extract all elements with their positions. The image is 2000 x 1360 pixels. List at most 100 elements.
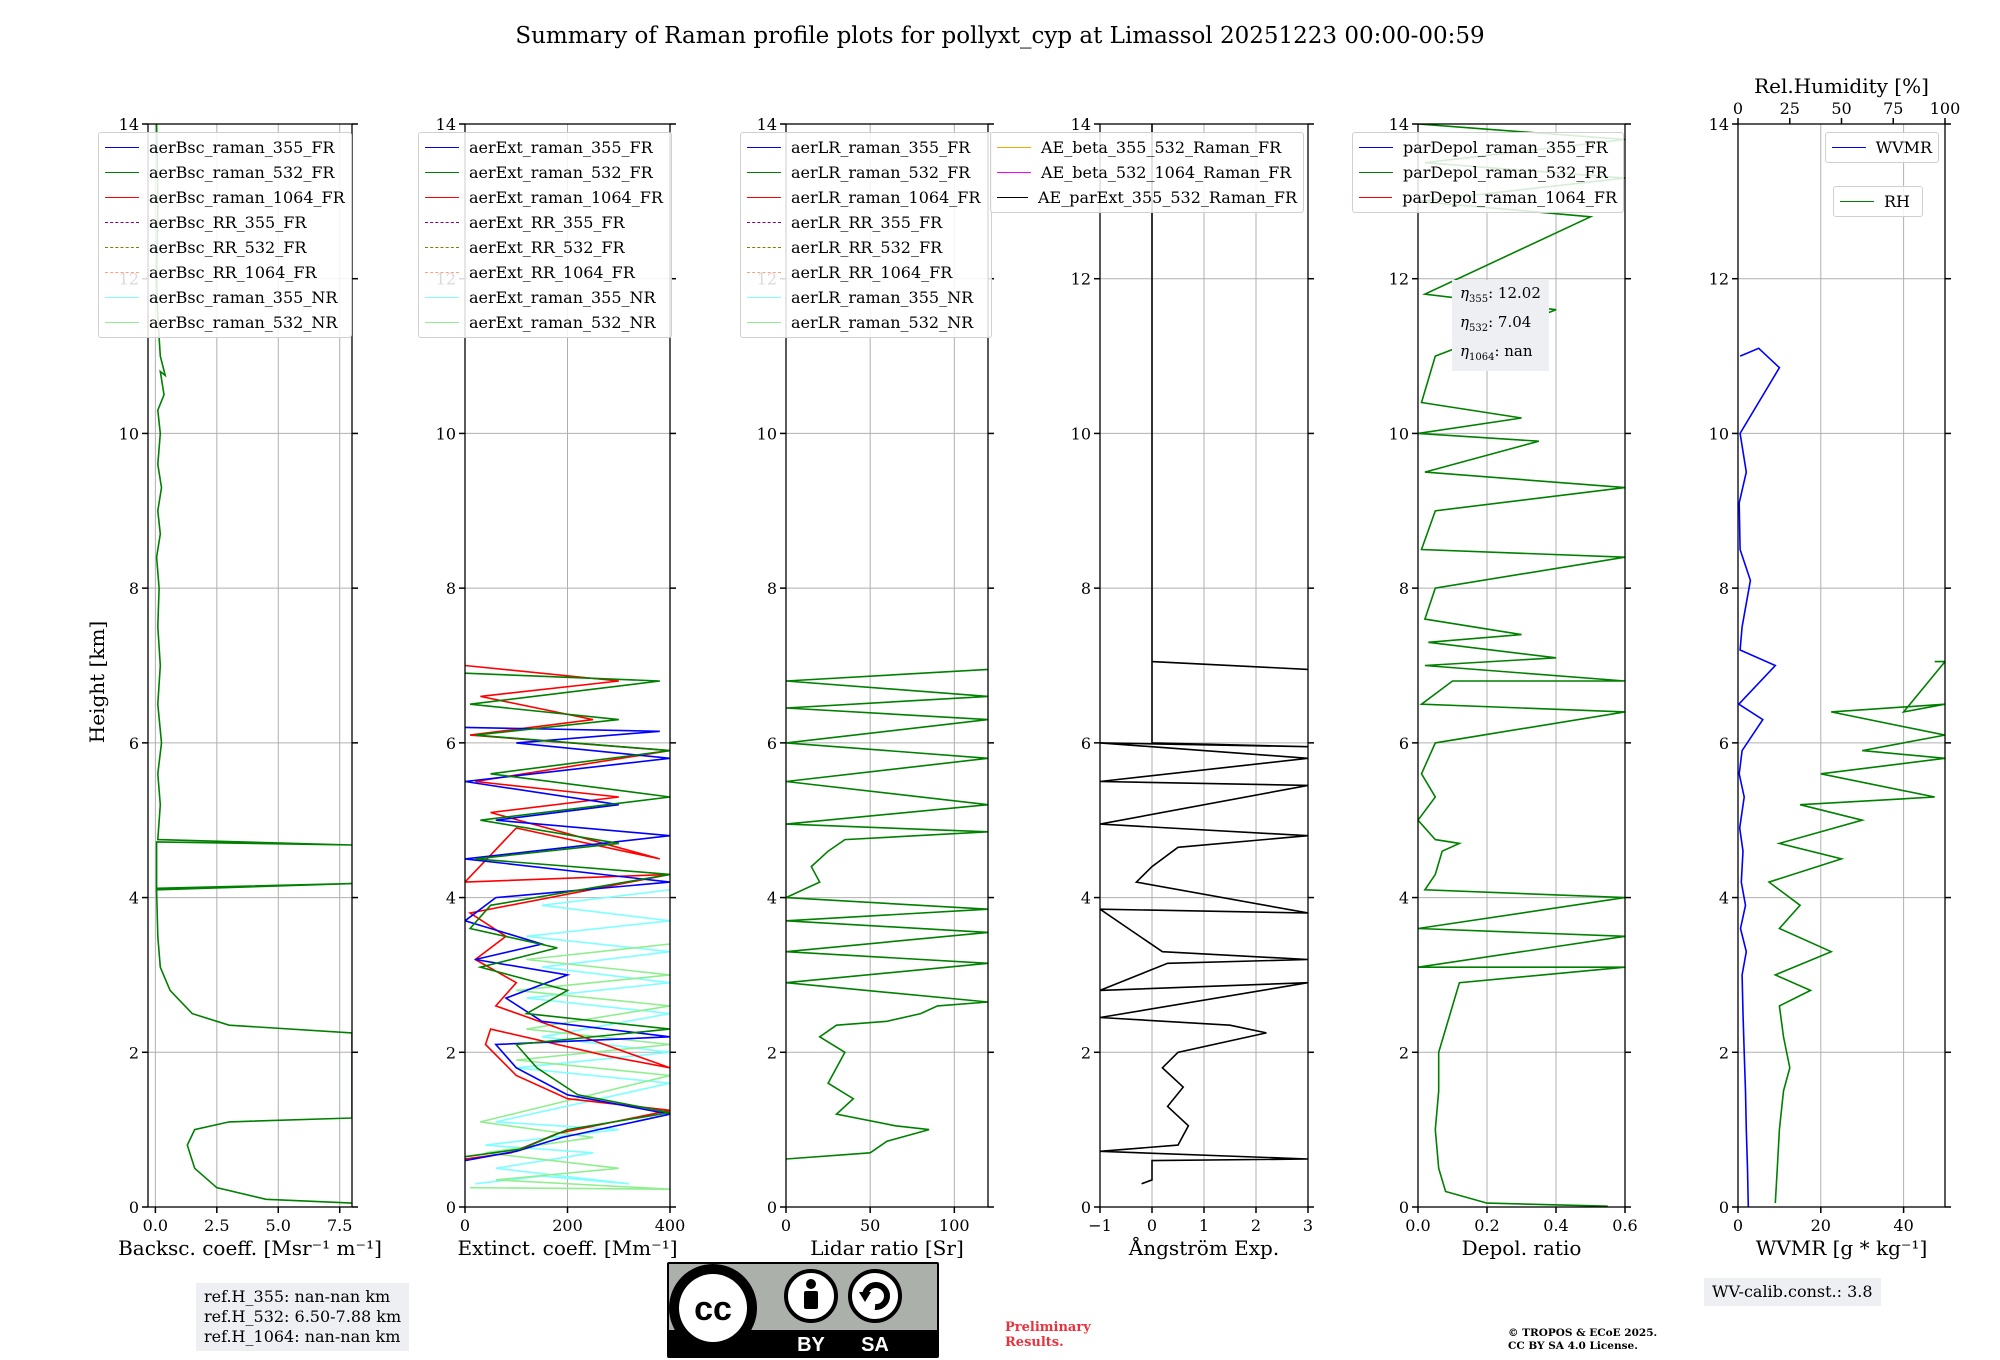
- ref-h-1064: ref.H_1064: nan-nan km: [204, 1327, 401, 1346]
- copyright-note: © TROPOS & ECoE 2025. CC BY SA 4.0 Licen…: [1508, 1327, 1657, 1353]
- axes-frame: [1737, 123, 1946, 1208]
- legend-swatch: [425, 322, 459, 323]
- x-tick-label: 2: [1251, 1216, 1261, 1235]
- y-axis-label: Height [km]: [85, 621, 109, 743]
- y-tick-label: 2: [1081, 1043, 1091, 1062]
- y-tick-label: 14: [1389, 115, 1409, 134]
- x-tick-label: 0: [781, 1216, 791, 1235]
- legend-entry: aerBsc_raman_532_NR: [105, 310, 345, 335]
- top-x-tick-label: 100: [1930, 99, 1961, 118]
- legend-entry: aerExt_raman_355_FR: [425, 135, 665, 160]
- legend-entry: aerLR_RR_532_FR: [747, 235, 985, 260]
- y-tick-label: 6: [129, 734, 139, 753]
- cc-by-sa-badge: cc BY SA: [667, 1262, 939, 1358]
- legend-swatch: [1832, 147, 1866, 148]
- legend-label: aerExt_raman_532_NR: [469, 313, 656, 332]
- legend-swatch: [747, 147, 781, 148]
- x-tick-label: 7.5: [327, 1216, 352, 1235]
- legend-swatch: [105, 322, 139, 323]
- y-tick-label: 4: [1399, 889, 1409, 908]
- legend-swatch: [997, 147, 1031, 148]
- y-tick-label: 8: [767, 579, 777, 598]
- legend-swatch: [997, 197, 1028, 198]
- legend-entry: aerLR_RR_355_FR: [747, 210, 985, 235]
- legend-label: aerExt_raman_355_NR: [469, 288, 656, 307]
- y-tick-label: 4: [1081, 889, 1091, 908]
- legend-entry: aerExt_raman_1064_FR: [425, 185, 665, 210]
- panel-lr: 02468101214050100Lidar ratio [Sr]: [757, 115, 994, 1260]
- y-tick-label: 2: [767, 1043, 777, 1062]
- legend-entry: AE_beta_355_532_Raman_FR: [997, 135, 1297, 160]
- legend-entry: aerLR_raman_532_NR: [747, 310, 985, 335]
- legend-swatch: [425, 147, 459, 148]
- legend-label: aerBsc_raman_1064_FR: [149, 188, 345, 207]
- sa-share-alike-icon: [848, 1269, 902, 1323]
- legend-label: AE_parExt_355_532_Raman_FR: [1038, 188, 1297, 207]
- y-tick-label: 4: [129, 889, 139, 908]
- ref-h-532: ref.H_532: 6.50-7.88 km: [204, 1307, 402, 1326]
- y-tick-label: 12: [1389, 270, 1409, 289]
- legend-entry: parDepol_raman_532_FR: [1359, 160, 1617, 185]
- axes-frame: [147, 123, 353, 1208]
- x-tick-label: 50: [860, 1216, 880, 1235]
- x-tick-label: 40: [1893, 1216, 1913, 1235]
- axes-frame: [1417, 123, 1626, 1208]
- legend-label: aerBsc_RR_532_FR: [149, 238, 307, 257]
- legend-entry: AE_parExt_355_532_Raman_FR: [997, 185, 1297, 210]
- legend-swatch: [747, 272, 781, 273]
- legend-swatch: [425, 272, 459, 273]
- y-tick-label: 0: [129, 1198, 139, 1217]
- legend-label: aerBsc_RR_1064_FR: [149, 263, 317, 282]
- y-tick-label: 4: [767, 889, 777, 908]
- series-aerExt_raman_532_FR: [465, 672, 670, 1158]
- legend-entry: RH: [1840, 189, 1916, 214]
- legend-swatch: [105, 272, 139, 273]
- legend-entry: aerLR_RR_1064_FR: [747, 260, 985, 285]
- legend-extinction: aerExt_raman_355_FR aerExt_raman_532_FR ae…: [418, 132, 672, 338]
- y-tick-label: 10: [1389, 424, 1409, 443]
- legend-lidar-ratio: aerLR_raman_355_FR aerLR_raman_532_FR aerL…: [740, 132, 992, 338]
- legend-label: aerExt_RR_355_FR: [469, 213, 625, 232]
- legend-entry: aerBsc_raman_532_FR: [105, 160, 345, 185]
- legend-label: aerExt_RR_532_FR: [469, 238, 625, 257]
- legend-label: parDepol_raman_1064_FR: [1402, 188, 1617, 207]
- legend-entry: aerExt_raman_532_FR: [425, 160, 665, 185]
- y-tick-label: 8: [1719, 579, 1729, 598]
- eta-532: η532: 7.04: [1460, 313, 1532, 334]
- by-label: BY: [797, 1334, 825, 1356]
- legend-swatch: [747, 172, 781, 173]
- prelim-line-2: Results.: [1005, 1335, 1064, 1350]
- y-tick-label: 10: [119, 424, 139, 443]
- legend-label: aerLR_RR_355_FR: [791, 213, 943, 232]
- series-AE_parExt_355_532_Raman_FR: [1100, 124, 1308, 1185]
- top-x-tick-label: 50: [1831, 99, 1851, 118]
- legend-label: AE_beta_532_1064_Raman_FR: [1041, 163, 1292, 182]
- series-WVMR: [1738, 347, 1781, 1207]
- figure-title: Summary of Raman profile plots for polly…: [515, 23, 1484, 49]
- y-tick-label: 10: [436, 424, 456, 443]
- y-tick-label: 2: [446, 1043, 456, 1062]
- legend-label: aerLR_raman_532_NR: [791, 313, 974, 332]
- legend-entry: aerExt_RR_532_FR: [425, 235, 665, 260]
- legend-swatch: [1840, 201, 1874, 202]
- wv-calibration-box: WV-calib.const.: 3.8: [1704, 1278, 1881, 1306]
- series-aerExt_raman_355_NR: [475, 889, 670, 1185]
- x-tick-label: 0.0: [143, 1216, 168, 1235]
- ref-h-355: ref.H_355: nan-nan km: [204, 1287, 391, 1306]
- series-aerBsc_raman_532_FR: [155, 124, 352, 1204]
- legend-entry: aerLR_raman_1064_FR: [747, 185, 985, 210]
- legend-label: aerLR_raman_1064_FR: [791, 188, 981, 207]
- copyright-line-1: © TROPOS & ECoE 2025.: [1508, 1327, 1658, 1339]
- y-tick-label: 10: [1709, 424, 1729, 443]
- legend-label: aerBsc_raman_532_NR: [149, 313, 338, 332]
- legend-label: aerLR_RR_1064_FR: [791, 263, 953, 282]
- x-tick-label: 0: [460, 1216, 470, 1235]
- top-x-tick-label: 0: [1733, 99, 1743, 118]
- y-tick-label: 8: [1081, 579, 1091, 598]
- y-tick-label: 6: [767, 734, 777, 753]
- legend-swatch: [425, 247, 459, 248]
- legend-label: AE_beta_355_532_Raman_FR: [1041, 138, 1282, 157]
- y-tick-label: 6: [1081, 734, 1091, 753]
- legend-label: aerBsc_raman_355_FR: [149, 138, 335, 157]
